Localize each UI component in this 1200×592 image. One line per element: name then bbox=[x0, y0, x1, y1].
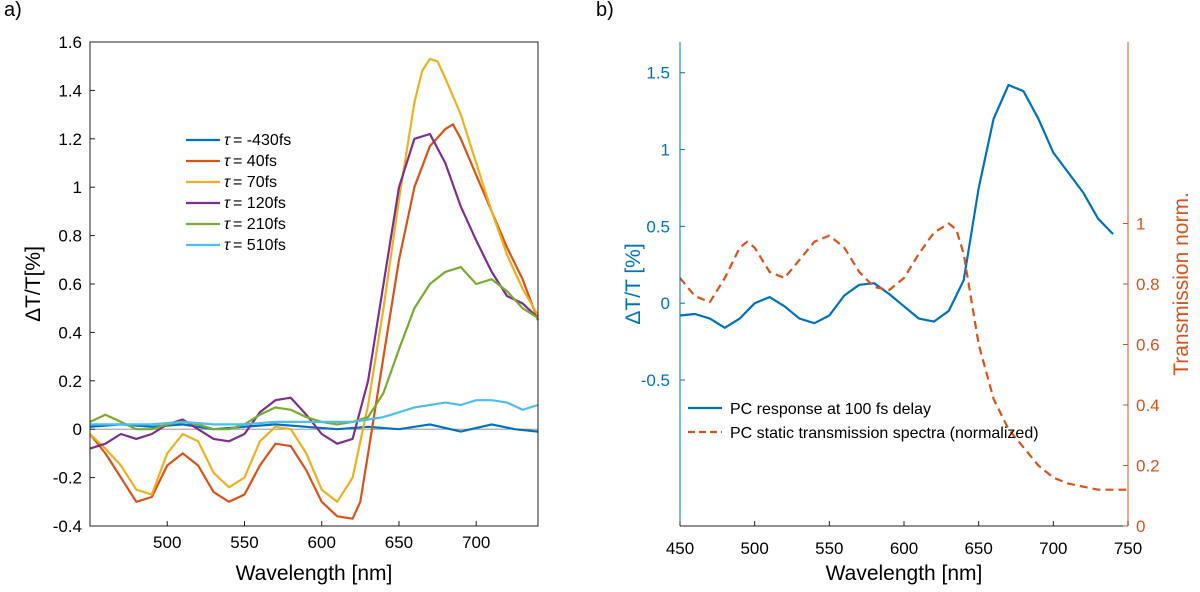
y-tick-label: 1.6 bbox=[58, 33, 82, 52]
y-tick-label: 1 bbox=[73, 178, 82, 197]
y-tick-label-right: 1 bbox=[1136, 215, 1145, 234]
x-tick-label: 450 bbox=[666, 539, 694, 558]
y-tick-label-left: 0.5 bbox=[646, 217, 670, 236]
x-tick-label: 500 bbox=[153, 533, 181, 552]
panel-a-ylabel: ΔT/T[%] bbox=[22, 246, 45, 322]
y-tick-label: -0.4 bbox=[53, 517, 82, 536]
legend-entry: = 70fs bbox=[233, 174, 277, 191]
series-line-b-1 bbox=[679, 222, 1128, 491]
y-tick-label-left: 0 bbox=[661, 294, 670, 313]
y-tick-label-right: 0.6 bbox=[1136, 336, 1160, 355]
legend-entry: PC static transmission spectra (normaliz… bbox=[730, 425, 1039, 442]
legend-symbol: τ bbox=[224, 153, 231, 170]
x-tick-label: 650 bbox=[964, 539, 992, 558]
legend-symbol: τ bbox=[224, 174, 231, 191]
y-tick-label: 0 bbox=[73, 420, 82, 439]
y-tick-label: 0.8 bbox=[58, 227, 82, 246]
legend-entry: = 210fs bbox=[233, 216, 286, 233]
series-line-a-1 bbox=[89, 123, 540, 520]
x-tick-label: 700 bbox=[462, 533, 490, 552]
y-tick-label-right: 0.8 bbox=[1136, 275, 1160, 294]
panel-a-plot-frame bbox=[89, 41, 539, 527]
panel-b: b) 450 500 550 600 650 700 750 -0.5 0 0.5 1 1.5 0 0.2… bbox=[596, 0, 1193, 585]
y-tick-label-left: -0.5 bbox=[641, 371, 670, 390]
y-tick-label-left: 1 bbox=[661, 141, 670, 160]
legend-symbol: τ bbox=[224, 132, 231, 149]
x-tick-label: 750 bbox=[1114, 539, 1142, 558]
y-tick-label: 0.2 bbox=[58, 372, 82, 391]
panel-a: a) 500 550 600 650 700 -0.4 -0.2 0 0.2 0.4 0.6 0.8 1… bbox=[4, 0, 540, 585]
y-tick-label: 1.4 bbox=[58, 81, 82, 100]
x-tick-label: 600 bbox=[890, 539, 918, 558]
panel-b-legend: PC response at 100 fs delay PC static tra… bbox=[688, 401, 1039, 442]
panel-b-label: b) bbox=[596, 0, 614, 21]
legend-entry: PC response at 100 fs delay bbox=[730, 401, 931, 418]
panel-a-xlabel: Wavelength [nm] bbox=[236, 562, 393, 585]
x-tick-label: 600 bbox=[308, 533, 336, 552]
legend-entry: = 510fs bbox=[233, 237, 286, 254]
y-tick-label-right: 0 bbox=[1136, 517, 1145, 536]
legend-entry: = 120fs bbox=[233, 195, 286, 212]
y-tick-label: -0.2 bbox=[53, 469, 82, 488]
panel-b-ylabel-right: Transmission norm. bbox=[1170, 192, 1193, 376]
y-tick-label: 1.2 bbox=[58, 130, 82, 149]
panel-b-ylabel-left: ΔT/T [%] bbox=[622, 243, 645, 324]
y-tick-label: 0.4 bbox=[58, 323, 82, 342]
panel-a-label: a) bbox=[4, 0, 22, 21]
legend-symbol: τ bbox=[224, 216, 231, 233]
x-tick-label: 550 bbox=[815, 539, 843, 558]
y-tick-label-right: 0.4 bbox=[1136, 396, 1160, 415]
y-tick-label-left: 1.5 bbox=[646, 64, 670, 83]
legend-entry: = 40fs bbox=[233, 153, 277, 170]
legend-symbol: τ bbox=[224, 195, 231, 212]
legend-entry: = -430fs bbox=[233, 132, 291, 149]
series-line-a-4 bbox=[89, 266, 539, 431]
legend-symbol: τ bbox=[224, 237, 231, 254]
x-tick-label: 500 bbox=[740, 539, 768, 558]
panel-b-xlabel: Wavelength [nm] bbox=[826, 562, 983, 585]
series-line-a-2 bbox=[89, 57, 539, 503]
x-tick-label: 700 bbox=[1039, 539, 1067, 558]
series-line-b-0 bbox=[679, 83, 1114, 329]
x-tick-label: 550 bbox=[230, 533, 258, 552]
series-line-a-5 bbox=[90, 399, 539, 426]
x-tick-label: 650 bbox=[385, 533, 413, 552]
y-tick-label: 0.6 bbox=[58, 275, 82, 294]
y-tick-label-right: 0.2 bbox=[1136, 457, 1160, 476]
